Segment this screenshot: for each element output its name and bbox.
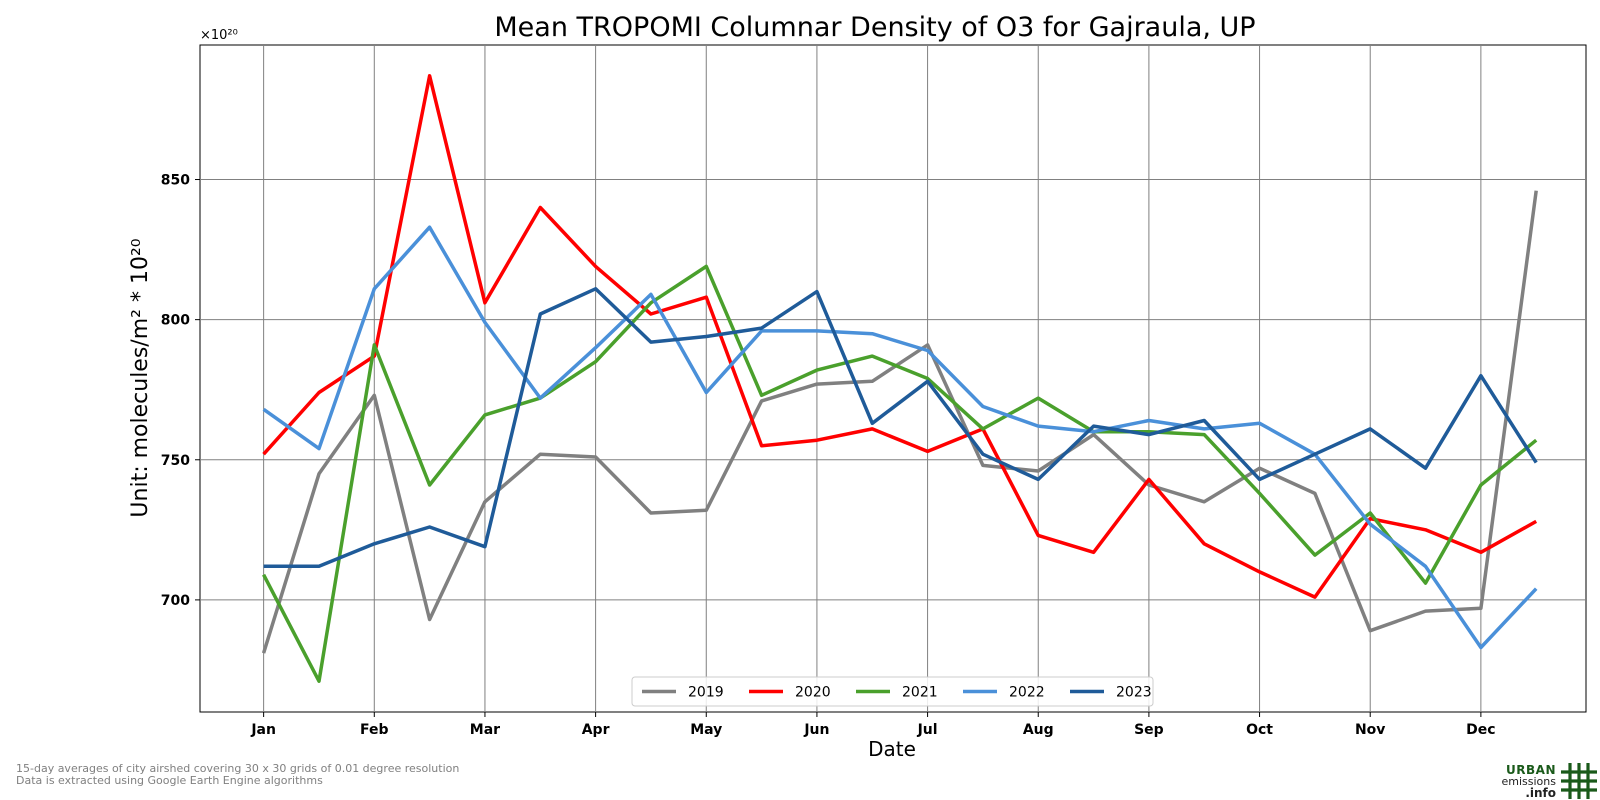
footer-note-source: Data is extracted using Google Earth Eng… (16, 774, 323, 787)
x-tick-label: Nov (1355, 722, 1385, 738)
y-axis-ticks: 700 750 800 850 (161, 173, 200, 609)
x-tick-label: Oct (1246, 722, 1273, 738)
x-tick-label: Aug (1023, 722, 1054, 738)
x-tick-label: Jun (803, 722, 829, 738)
series-line-2019 (261, 190, 1538, 654)
x-tick-label: Jan (250, 722, 276, 738)
x-tick-label: Sep (1134, 722, 1164, 738)
legend: 2019 2020 2021 2022 2023 (631, 676, 1154, 707)
x-tick-label: May (690, 722, 722, 738)
urban-emissions-logo: URBAN emissions .info (1498, 762, 1600, 800)
footer-note-resolution: 15-day averages of city airshed covering… (16, 762, 460, 775)
legend-box (631, 676, 1154, 707)
legend-label-2022: 2022 (1009, 685, 1045, 701)
series-line-2021 (262, 264, 1538, 683)
y-tick-label: 850 (161, 173, 190, 189)
series-line-2020 (262, 74, 1538, 599)
x-tick-label: Jul (917, 722, 938, 738)
legend-label-2019: 2019 (688, 685, 724, 701)
series-line-2022 (262, 225, 1538, 650)
logo-line-1: URBAN (1506, 763, 1556, 777)
legend-label-2023: 2023 (1116, 685, 1152, 701)
legend-label-2021: 2021 (902, 685, 938, 701)
y-axis-offset-label: ×10²⁰ (200, 28, 238, 43)
logo-line-2: emissions (1501, 775, 1557, 788)
x-axis-label: Date (868, 737, 916, 761)
series-line-2023 (263, 287, 1538, 569)
x-tick-label: Dec (1466, 722, 1495, 738)
plot-area (199, 44, 1587, 713)
x-tick-label: Feb (360, 722, 389, 738)
y-axis-label: Unit: molecules/m² * 10²⁰ (128, 238, 153, 517)
y-tick-label: 700 (161, 593, 190, 609)
x-axis-ticks: Jan Feb Mar Apr May Jun Jul Aug Sep Oct Nov Dec (250, 712, 1496, 738)
x-tick-label: Mar (470, 722, 500, 738)
x-tick-label: Apr (582, 722, 610, 738)
logo-line-3: .info (1525, 786, 1556, 800)
logo-grid-icon (1561, 763, 1597, 799)
y-tick-label: 750 (161, 453, 190, 469)
legend-label-2020: 2020 (795, 685, 831, 701)
chart-title: Mean TROPOMI Columnar Density of O3 for … (494, 12, 1255, 43)
y-tick-label: 800 (161, 313, 190, 329)
grid-lines (200, 45, 1586, 712)
series-lines (261, 74, 1538, 683)
